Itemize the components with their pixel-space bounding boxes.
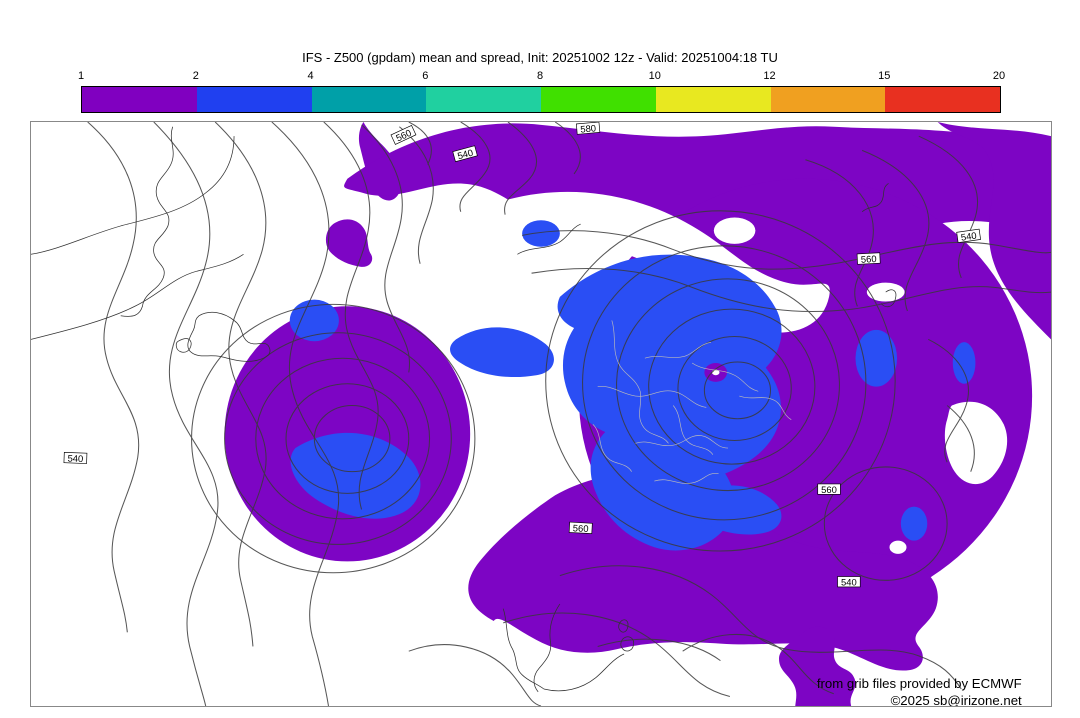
svg-text:560: 560	[861, 254, 877, 266]
svg-text:560: 560	[573, 523, 589, 535]
svg-text:©2025 sb@irizone.net: ©2025 sb@irizone.net	[891, 693, 1022, 706]
svg-text:540: 540	[67, 453, 83, 465]
svg-text:from grib files provided by EC: from grib files provided by ECMWF	[817, 676, 1022, 691]
svg-text:540: 540	[960, 231, 977, 244]
svg-text:560: 560	[821, 485, 837, 496]
svg-text:540: 540	[841, 578, 857, 589]
svg-text:580: 580	[580, 123, 597, 135]
